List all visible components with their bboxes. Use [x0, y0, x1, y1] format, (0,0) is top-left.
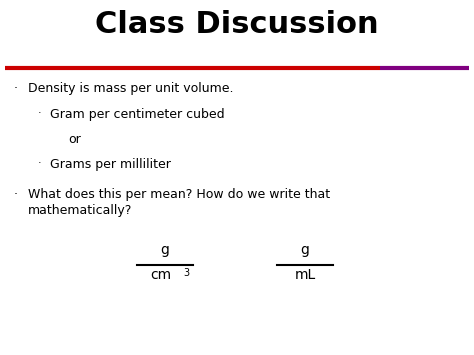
Text: ·: ·	[14, 188, 18, 201]
Text: Grams per milliliter: Grams per milliliter	[50, 158, 171, 171]
Text: cm: cm	[150, 268, 172, 282]
Text: mathematically?: mathematically?	[28, 204, 132, 217]
Text: mL: mL	[294, 268, 316, 282]
Text: 3: 3	[183, 268, 189, 278]
Text: Class Discussion: Class Discussion	[95, 10, 379, 39]
Text: Gram per centimeter cubed: Gram per centimeter cubed	[50, 108, 225, 121]
Text: or: or	[68, 133, 81, 146]
Text: ·: ·	[38, 158, 42, 168]
Text: What does this per mean? How do we write that: What does this per mean? How do we write…	[28, 188, 330, 201]
Text: g: g	[301, 243, 310, 257]
Text: g: g	[161, 243, 169, 257]
Text: Density is mass per unit volume.: Density is mass per unit volume.	[28, 82, 234, 95]
Text: ·: ·	[38, 108, 42, 118]
Text: ·: ·	[14, 82, 18, 95]
